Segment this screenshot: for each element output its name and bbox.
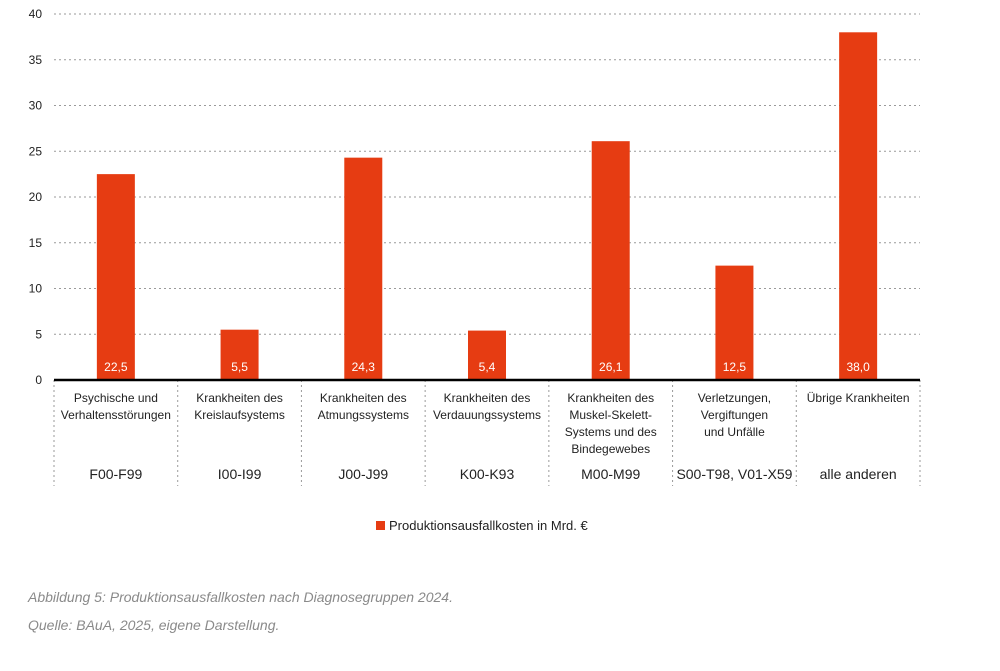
category-label-line: Verletzungen, (698, 391, 771, 405)
y-axis-ticks: 0 5 10 15 20 25 30 35 40 (29, 7, 43, 387)
bar-value-label: 26,1 (599, 360, 623, 374)
category-label-line: und Unfälle (704, 425, 765, 439)
category-label-line: Krankheiten des (567, 391, 654, 405)
legend-label: Produktionsausfallkosten in Mrd. € (389, 518, 588, 533)
category-label: Krankheiten des Muskel-Skelett- Systems un… (565, 391, 657, 456)
category-label: Krankheiten des Atmungssystems (318, 391, 409, 422)
y-tick-label: 15 (29, 236, 43, 250)
category-label: Übrige Krankheiten (807, 391, 910, 405)
icd-code-label: K00-K93 (460, 466, 515, 482)
bar-value-label: 12,5 (723, 360, 747, 374)
icd-code-label: J00-J99 (338, 466, 388, 482)
category-label-line: Krankheiten des (444, 391, 531, 405)
category-labels: Psychische und Verhaltensstörungen Krankhe… (61, 391, 910, 456)
bar (220, 329, 259, 380)
y-tick-label: 10 (29, 282, 43, 296)
category-label-line: Bindegewebes (571, 442, 650, 456)
bar (96, 174, 135, 380)
icd-code-label: F00-F99 (89, 466, 142, 482)
category-label-line: Vergiftungen (701, 408, 768, 422)
bar-value-label: 5,4 (479, 360, 496, 374)
value-labels: 22,5 5,5 24,3 5,4 26,1 12,5 38,0 (104, 360, 870, 374)
y-tick-label: 0 (35, 373, 42, 387)
y-tick-label: 5 (35, 327, 42, 341)
category-label-line: Kreislaufsystems (194, 408, 285, 422)
category-label: Krankheiten des Kreislaufsystems (194, 391, 285, 422)
category-label: Krankheiten des Verdauungssystems (433, 391, 541, 422)
icd-code-label: alle anderen (820, 466, 897, 482)
icd-code-label: M00-M99 (581, 466, 640, 482)
category-label-line: Psychische und (74, 391, 158, 405)
bars (96, 32, 878, 381)
category-label-line: Muskel-Skelett- (569, 408, 652, 422)
bar-value-label: 38,0 (846, 360, 870, 374)
category-label-line: Atmungssystems (318, 408, 409, 422)
y-tick-label: 20 (29, 190, 43, 204)
bar-chart: 0 5 10 15 20 25 30 35 40 22,5 5,5 24,3 5,4 26,1 12,5 3… (29, 7, 921, 533)
category-label: Psychische und Verhaltensstörungen (61, 391, 171, 422)
category-label: Verletzungen, Vergiftungen und Unfälle (698, 391, 771, 439)
bar (715, 265, 754, 380)
category-label-line: Verhaltensstörungen (61, 408, 171, 422)
y-tick-label: 35 (29, 53, 43, 67)
bar (839, 32, 878, 381)
gridlines (54, 13, 920, 335)
code-labels: F00-F99 I00-I99 J00-J99 K00-K93 M00-M99 S00-T… (89, 466, 896, 482)
bar-value-label: 5,5 (231, 360, 248, 374)
category-label-line: Krankheiten des (196, 391, 283, 405)
icd-code-label: I00-I99 (218, 466, 262, 482)
bar (468, 330, 506, 380)
y-tick-label: 25 (29, 144, 43, 158)
icd-code-label: S00-T98, V01-X59 (676, 466, 792, 482)
bar (344, 157, 383, 380)
bar-value-label: 24,3 (352, 360, 376, 374)
y-tick-label: 40 (29, 7, 43, 21)
figure-caption: Abbildung 5: Produktionsausfallkosten na… (28, 589, 453, 605)
source-caption: Quelle: BAuA, 2025, eigene Darstellung. (28, 617, 280, 633)
bar (591, 141, 630, 380)
category-label-line: Übrige Krankheiten (807, 391, 910, 405)
y-tick-label: 30 (29, 99, 43, 113)
category-label-line: Krankheiten des (320, 391, 407, 405)
category-label-line: Systems und des (565, 425, 657, 439)
bar-value-label: 22,5 (104, 360, 128, 374)
legend-swatch (376, 521, 385, 530)
legend: Produktionsausfallkosten in Mrd. € (376, 518, 588, 533)
category-label-line: Verdauungssystems (433, 408, 541, 422)
